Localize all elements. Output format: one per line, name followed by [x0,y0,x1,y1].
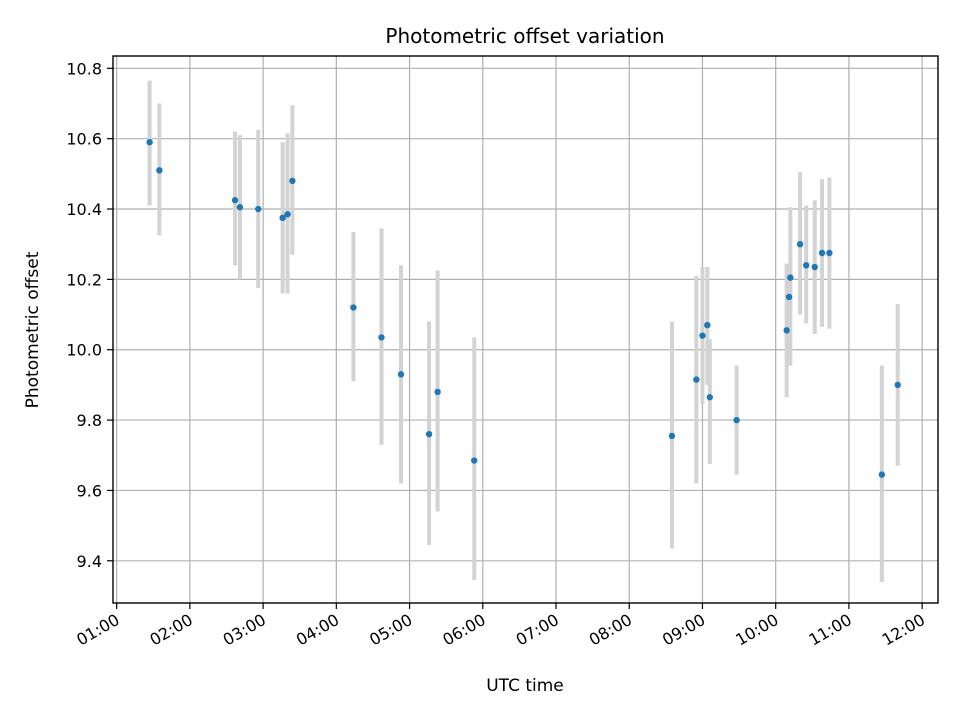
data-point [699,332,706,339]
x-tick-label: 12:00 [879,610,928,650]
data-point [350,304,357,311]
data-point [706,394,713,401]
data-point [146,138,153,146]
data-point [733,416,740,424]
data-point [255,205,262,213]
data-point [796,240,804,248]
y-tick-label: 10.4 [66,200,102,219]
y-tick-label: 10.2 [66,270,102,289]
data-point [826,249,833,257]
data-point [704,321,711,329]
data-point [425,430,433,438]
x-tick-label: 05:00 [366,610,415,650]
x-tick-label: 06:00 [439,610,488,650]
data-point [471,457,478,464]
plot-frame [112,55,939,604]
y-tick-label: 10.6 [66,130,102,149]
y-axis-label: Photometric offset [23,251,43,408]
y-tick-label: 9.6 [77,481,102,500]
x-axis-label: UTC time [486,676,564,696]
data-point [811,263,818,271]
data-point [787,274,794,281]
data-point [284,211,291,218]
data-point [693,376,700,383]
data-point [783,327,790,334]
data-point [397,371,405,378]
data-point [236,204,244,211]
x-tick-label: 09:00 [659,610,708,650]
x-tick-label: 03:00 [220,610,269,650]
data-point [785,293,793,301]
x-tick-label: 10:00 [732,610,781,650]
data-point [668,432,676,440]
x-tick-label: 04:00 [293,610,342,650]
y-tick-label: 10.0 [66,341,102,360]
data-point [894,381,901,389]
data-point [156,167,163,174]
y-tick-label: 9.8 [77,411,102,430]
y-tick-label: 9.4 [77,552,102,571]
grid [113,56,938,603]
x-axis-ticks: 01:00 02:00 03:00 04:00 05:00 06:00 07:00 08:00… [73,603,928,650]
y-axis-ticks: 9.4 9.6 9.8 10.0 10.2 10.4 10.6 10.8 [66,59,113,571]
data-point [818,249,826,257]
data-point [378,334,385,341]
chart-title: Photometric offset variation [385,24,664,48]
data-points [146,138,901,478]
data-point [802,262,810,269]
data-point [434,388,441,396]
y-tick-label: 10.8 [66,59,102,78]
data-point [279,214,286,222]
x-tick-label: 02:00 [146,610,195,650]
x-tick-label: 01:00 [73,610,122,650]
x-tick-label: 11:00 [805,610,854,650]
x-tick-label: 07:00 [513,610,562,650]
x-tick-label: 08:00 [586,610,635,650]
data-point [289,177,296,185]
data-point [878,471,886,478]
data-point [231,197,239,204]
